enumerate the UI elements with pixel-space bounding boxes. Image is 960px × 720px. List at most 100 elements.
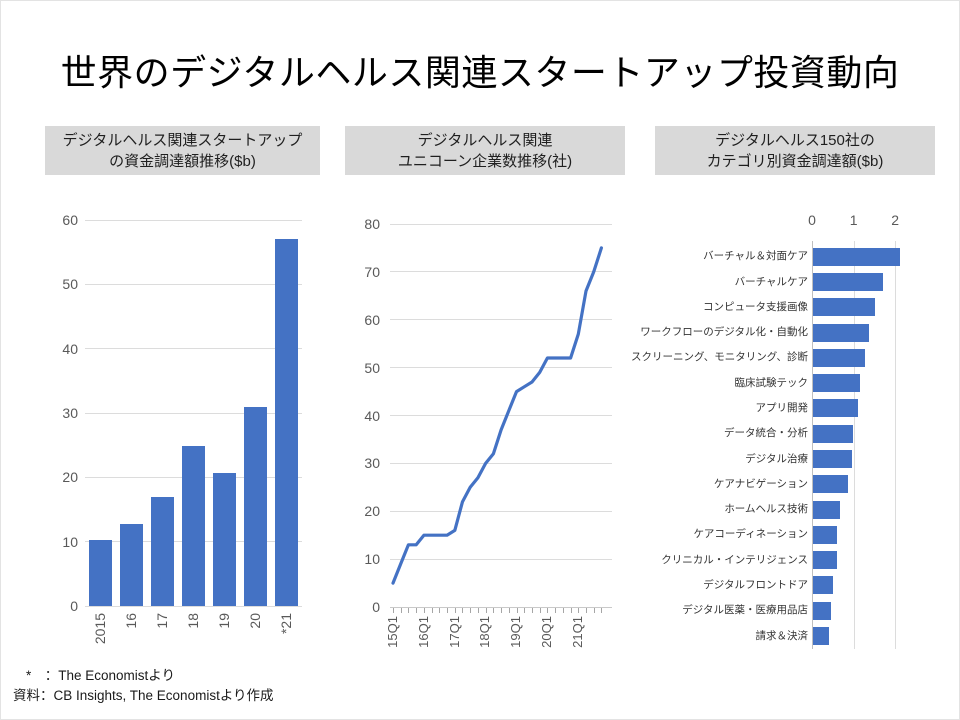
x-axis-tick-label-text: 21Q1 xyxy=(570,616,586,648)
x-axis-tick-label: 18 xyxy=(178,613,209,671)
y-axis-tick-label: 40 xyxy=(364,407,380,424)
x-axis-tick-label-text: *21 xyxy=(277,613,294,635)
x-axis-tick-label: 18Q1 xyxy=(477,616,495,668)
y-axis-tick-label: 40 xyxy=(62,340,78,357)
y-axis-tick-label: 0 xyxy=(372,599,380,615)
chart-header-unicorn-line1: デジタルヘルス関連 xyxy=(417,131,553,149)
category-label: ホームヘルス技術 xyxy=(724,503,808,516)
gridline xyxy=(85,605,302,607)
category-label: ワークフローのデジタル化・自動化 xyxy=(640,326,808,339)
gridline xyxy=(85,412,302,414)
chart-header-category-line2: カテゴリ別資金調達額($b) xyxy=(706,152,884,170)
y-axis-line xyxy=(812,241,813,649)
bar xyxy=(812,500,840,519)
bar xyxy=(244,406,267,606)
x-axis-tick-label-text: 20 xyxy=(246,613,263,629)
bar xyxy=(812,551,837,570)
bar xyxy=(120,524,143,606)
category-label: アプリ開発 xyxy=(755,401,809,414)
y-axis-tick-label: 10 xyxy=(62,533,78,550)
x-axis-tick-label-text: 2015 xyxy=(91,613,108,645)
gridline xyxy=(390,558,612,560)
x-axis-tick-label-text: 16Q1 xyxy=(415,616,431,648)
x-axis-tick-label: 19 xyxy=(209,613,240,671)
x-axis-minor-tick xyxy=(570,608,572,613)
category-label: ケアコーディネーション xyxy=(693,528,808,541)
y-axis-tick-label: 50 xyxy=(364,359,380,376)
bar xyxy=(812,424,853,443)
y-axis-tick-label: 20 xyxy=(62,469,78,486)
x-axis-minor-tick xyxy=(516,608,518,613)
x-axis-minor-tick xyxy=(454,608,456,613)
y-axis-tick-label: 0 xyxy=(70,598,78,614)
x-axis-minor-tick xyxy=(493,608,495,613)
bar xyxy=(812,525,838,544)
y-axis-tick-label: 20 xyxy=(364,503,380,520)
x-axis-minor-tick xyxy=(447,608,449,613)
bar xyxy=(89,539,112,606)
x-axis-line xyxy=(390,607,612,608)
category-label: スクリーニング、モニタリング、診断 xyxy=(630,351,808,364)
x-axis-minor-tick xyxy=(539,608,541,613)
gridline xyxy=(85,219,302,221)
x-axis-tick-label-text: 19Q1 xyxy=(508,616,524,648)
x-axis-tick-label: 17Q1 xyxy=(446,616,464,668)
x-axis-minor-tick xyxy=(423,608,425,613)
y-axis-tick-label: 30 xyxy=(364,455,380,472)
gridline xyxy=(390,415,612,416)
category-hbar-chart: 0 1 2 バーチャル＆対面ケア バーチャルケア コンピュータ支援画像 ワークフローのデジタ… xyxy=(631,205,945,670)
category-label: デジタルフロントドア xyxy=(703,578,808,591)
funding-bar-chart: 0 10 20 30 40 50 60 2015 16 17 18 19 20 *21 xyxy=(50,205,310,675)
x-axis-minor-tick xyxy=(408,608,410,613)
category-label: 請求＆決済 xyxy=(755,629,809,642)
y-axis-tick-label: 60 xyxy=(364,311,380,328)
y-axis-tick-label: 80 xyxy=(364,216,380,232)
x-axis-tick-label: 1 xyxy=(849,212,858,228)
chart-header-unicorn: デジタルヘルス関連 ユニコーン企業数推移(社) xyxy=(345,126,625,175)
bar xyxy=(812,247,900,266)
y-axis-tick-label: 70 xyxy=(364,263,380,280)
category-label: デジタル医薬・医療用品店 xyxy=(682,604,808,617)
chart-header-funding-line1: デジタルヘルス関連スタートアップ xyxy=(62,131,303,149)
y-axis-tick-label: 50 xyxy=(62,276,78,293)
x-axis-minor-tick xyxy=(431,608,433,613)
x-axis-tick-label-text: 18 xyxy=(184,613,201,629)
category-label: データ統合・分析 xyxy=(724,427,808,440)
bar xyxy=(812,576,834,595)
unicorn-count-line xyxy=(391,246,603,585)
gridline xyxy=(390,271,612,273)
x-axis-tick-label: 15Q1 xyxy=(384,616,402,668)
bar xyxy=(812,475,848,494)
x-axis-minor-tick xyxy=(578,608,580,613)
slide-title: 世界のデジタルヘルス関連スタートアップ投資動向 xyxy=(60,52,900,93)
bar xyxy=(151,497,174,606)
category-label: 臨床試験テック xyxy=(734,376,809,389)
x-axis-minor-tick xyxy=(477,608,479,613)
bar xyxy=(812,273,884,292)
x-axis-minor-tick xyxy=(416,608,418,613)
bar xyxy=(182,446,205,606)
category-label: デジタル治療 xyxy=(745,452,808,465)
category-label: クリニカル・インテリジェンス xyxy=(661,553,808,566)
x-axis-tick-label: 20Q1 xyxy=(538,616,556,668)
category-label: ケアナビゲーション xyxy=(713,477,808,490)
x-axis-minor-tick xyxy=(562,608,564,613)
x-axis-minor-tick xyxy=(547,608,549,613)
x-axis-minor-tick xyxy=(555,608,557,613)
x-axis-tick-label: 21Q1 xyxy=(569,616,587,668)
gridline xyxy=(895,241,897,649)
x-axis-minor-tick xyxy=(439,608,441,613)
x-axis-minor-tick xyxy=(470,608,472,613)
chart-header-funding: デジタルヘルス関連スタートアップ の資金調達額推移($b) xyxy=(45,126,320,175)
y-axis-tick-label: 10 xyxy=(364,551,380,568)
chart-header-funding-line2: の資金調達額推移($b) xyxy=(109,152,256,170)
bar xyxy=(812,374,861,393)
bar xyxy=(812,348,865,367)
x-axis-minor-tick xyxy=(586,608,587,613)
gridline xyxy=(390,319,612,321)
category-label: バーチャル＆対面ケア xyxy=(703,250,808,263)
unicorn-line-chart: 0 10 20 30 40 50 60 70 80 15Q1 16Q1 17Q1 18Q1 19Q1 20Q… xyxy=(350,205,630,675)
gridline xyxy=(390,223,612,225)
gridline xyxy=(390,462,612,464)
x-axis-tick-label-text: 17 xyxy=(153,613,170,629)
